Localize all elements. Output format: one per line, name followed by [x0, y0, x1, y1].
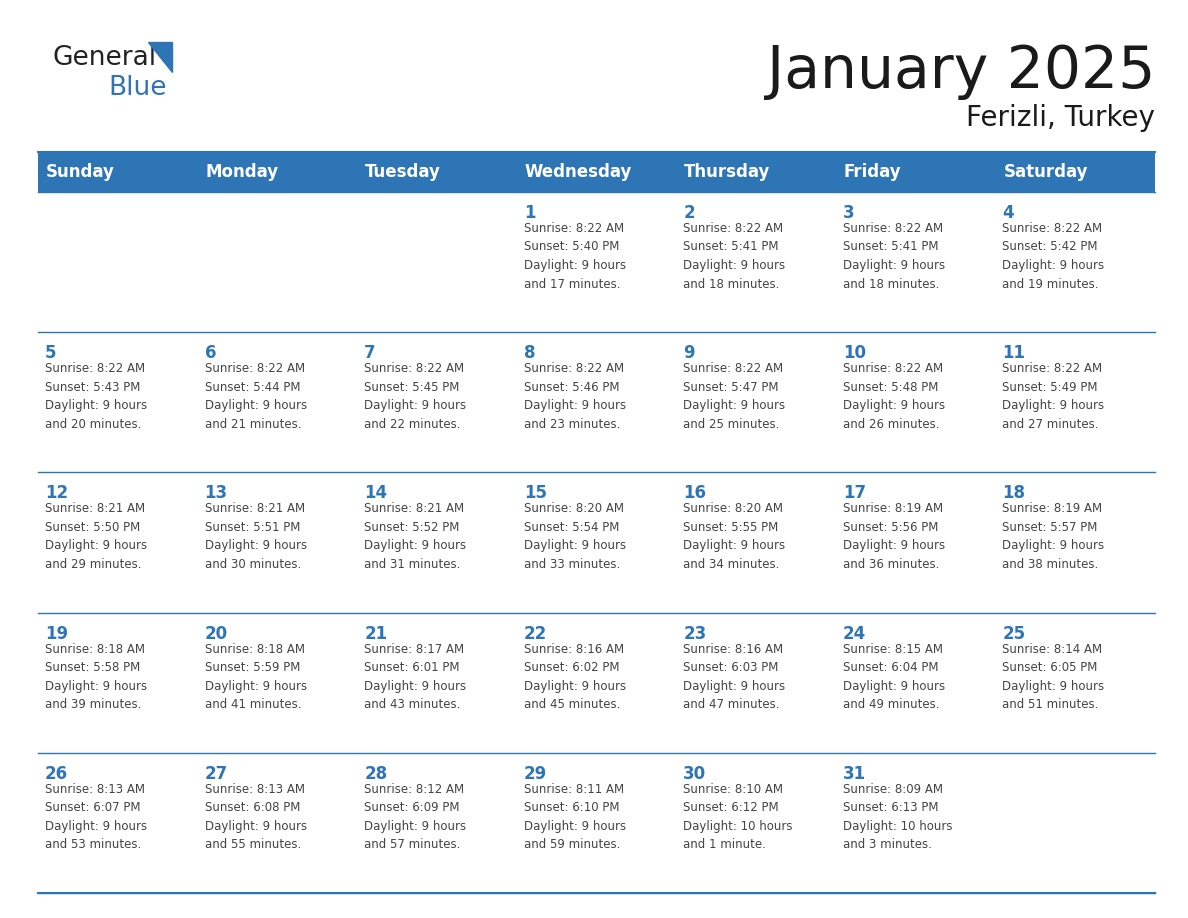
- Text: Sunday: Sunday: [46, 163, 115, 181]
- Text: 27: 27: [204, 765, 228, 783]
- Text: 19: 19: [45, 624, 68, 643]
- Text: Sunrise: 8:13 AM
Sunset: 6:07 PM
Daylight: 9 hours
and 53 minutes.: Sunrise: 8:13 AM Sunset: 6:07 PM Dayligh…: [45, 783, 147, 851]
- Text: Sunrise: 8:22 AM
Sunset: 5:41 PM
Daylight: 9 hours
and 18 minutes.: Sunrise: 8:22 AM Sunset: 5:41 PM Dayligh…: [842, 222, 944, 290]
- Text: Sunrise: 8:19 AM
Sunset: 5:56 PM
Daylight: 9 hours
and 36 minutes.: Sunrise: 8:19 AM Sunset: 5:56 PM Dayligh…: [842, 502, 944, 571]
- Text: Sunrise: 8:12 AM
Sunset: 6:09 PM
Daylight: 9 hours
and 57 minutes.: Sunrise: 8:12 AM Sunset: 6:09 PM Dayligh…: [365, 783, 466, 851]
- Text: Saturday: Saturday: [1004, 163, 1088, 181]
- Text: Sunrise: 8:16 AM
Sunset: 6:02 PM
Daylight: 9 hours
and 45 minutes.: Sunrise: 8:16 AM Sunset: 6:02 PM Dayligh…: [524, 643, 626, 711]
- Text: 10: 10: [842, 344, 866, 363]
- Text: 20: 20: [204, 624, 228, 643]
- Text: Sunrise: 8:19 AM
Sunset: 5:57 PM
Daylight: 9 hours
and 38 minutes.: Sunrise: 8:19 AM Sunset: 5:57 PM Dayligh…: [1003, 502, 1105, 571]
- Text: Sunrise: 8:21 AM
Sunset: 5:51 PM
Daylight: 9 hours
and 30 minutes.: Sunrise: 8:21 AM Sunset: 5:51 PM Dayligh…: [204, 502, 307, 571]
- Text: 6: 6: [204, 344, 216, 363]
- Text: Sunrise: 8:22 AM
Sunset: 5:46 PM
Daylight: 9 hours
and 23 minutes.: Sunrise: 8:22 AM Sunset: 5:46 PM Dayligh…: [524, 363, 626, 431]
- Text: 22: 22: [524, 624, 546, 643]
- Text: 25: 25: [1003, 624, 1025, 643]
- Text: Sunrise: 8:22 AM
Sunset: 5:41 PM
Daylight: 9 hours
and 18 minutes.: Sunrise: 8:22 AM Sunset: 5:41 PM Dayligh…: [683, 222, 785, 290]
- Text: 21: 21: [365, 624, 387, 643]
- Text: 29: 29: [524, 765, 546, 783]
- Text: Sunrise: 8:15 AM
Sunset: 6:04 PM
Daylight: 9 hours
and 49 minutes.: Sunrise: 8:15 AM Sunset: 6:04 PM Dayligh…: [842, 643, 944, 711]
- Text: 24: 24: [842, 624, 866, 643]
- Text: 13: 13: [204, 485, 228, 502]
- Text: 2: 2: [683, 204, 695, 222]
- Polygon shape: [148, 42, 172, 72]
- Text: Sunrise: 8:18 AM
Sunset: 5:59 PM
Daylight: 9 hours
and 41 minutes.: Sunrise: 8:18 AM Sunset: 5:59 PM Dayligh…: [204, 643, 307, 711]
- Text: Wednesday: Wednesday: [525, 163, 632, 181]
- Text: 11: 11: [1003, 344, 1025, 363]
- Text: Sunrise: 8:21 AM
Sunset: 5:52 PM
Daylight: 9 hours
and 31 minutes.: Sunrise: 8:21 AM Sunset: 5:52 PM Dayligh…: [365, 502, 466, 571]
- Text: Friday: Friday: [843, 163, 902, 181]
- Text: Sunrise: 8:18 AM
Sunset: 5:58 PM
Daylight: 9 hours
and 39 minutes.: Sunrise: 8:18 AM Sunset: 5:58 PM Dayligh…: [45, 643, 147, 711]
- Text: 17: 17: [842, 485, 866, 502]
- Text: Sunrise: 8:22 AM
Sunset: 5:48 PM
Daylight: 9 hours
and 26 minutes.: Sunrise: 8:22 AM Sunset: 5:48 PM Dayligh…: [842, 363, 944, 431]
- Bar: [38, 152, 1155, 192]
- Text: 31: 31: [842, 765, 866, 783]
- Text: 9: 9: [683, 344, 695, 363]
- Text: 4: 4: [1003, 204, 1015, 222]
- Text: Blue: Blue: [108, 75, 166, 101]
- Text: Sunrise: 8:17 AM
Sunset: 6:01 PM
Daylight: 9 hours
and 43 minutes.: Sunrise: 8:17 AM Sunset: 6:01 PM Dayligh…: [365, 643, 466, 711]
- Text: 16: 16: [683, 485, 707, 502]
- Text: 15: 15: [524, 485, 546, 502]
- Text: January 2025: January 2025: [766, 43, 1155, 100]
- Text: Sunrise: 8:16 AM
Sunset: 6:03 PM
Daylight: 9 hours
and 47 minutes.: Sunrise: 8:16 AM Sunset: 6:03 PM Dayligh…: [683, 643, 785, 711]
- Text: Sunrise: 8:20 AM
Sunset: 5:55 PM
Daylight: 9 hours
and 34 minutes.: Sunrise: 8:20 AM Sunset: 5:55 PM Dayligh…: [683, 502, 785, 571]
- Text: Tuesday: Tuesday: [365, 163, 441, 181]
- Text: Sunrise: 8:14 AM
Sunset: 6:05 PM
Daylight: 9 hours
and 51 minutes.: Sunrise: 8:14 AM Sunset: 6:05 PM Dayligh…: [1003, 643, 1105, 711]
- Text: 5: 5: [45, 344, 57, 363]
- Text: Sunrise: 8:10 AM
Sunset: 6:12 PM
Daylight: 10 hours
and 1 minute.: Sunrise: 8:10 AM Sunset: 6:12 PM Dayligh…: [683, 783, 792, 851]
- Text: 8: 8: [524, 344, 536, 363]
- Text: Sunrise: 8:09 AM
Sunset: 6:13 PM
Daylight: 10 hours
and 3 minutes.: Sunrise: 8:09 AM Sunset: 6:13 PM Dayligh…: [842, 783, 953, 851]
- Text: Sunrise: 8:22 AM
Sunset: 5:43 PM
Daylight: 9 hours
and 20 minutes.: Sunrise: 8:22 AM Sunset: 5:43 PM Dayligh…: [45, 363, 147, 431]
- Text: 23: 23: [683, 624, 707, 643]
- Text: Ferizli, Turkey: Ferizli, Turkey: [966, 104, 1155, 132]
- Text: 14: 14: [365, 485, 387, 502]
- Text: Sunrise: 8:20 AM
Sunset: 5:54 PM
Daylight: 9 hours
and 33 minutes.: Sunrise: 8:20 AM Sunset: 5:54 PM Dayligh…: [524, 502, 626, 571]
- Text: 1: 1: [524, 204, 536, 222]
- Text: Sunrise: 8:22 AM
Sunset: 5:49 PM
Daylight: 9 hours
and 27 minutes.: Sunrise: 8:22 AM Sunset: 5:49 PM Dayligh…: [1003, 363, 1105, 431]
- Text: 30: 30: [683, 765, 707, 783]
- Text: General: General: [52, 45, 156, 71]
- Text: Sunrise: 8:22 AM
Sunset: 5:47 PM
Daylight: 9 hours
and 25 minutes.: Sunrise: 8:22 AM Sunset: 5:47 PM Dayligh…: [683, 363, 785, 431]
- Text: Sunrise: 8:22 AM
Sunset: 5:44 PM
Daylight: 9 hours
and 21 minutes.: Sunrise: 8:22 AM Sunset: 5:44 PM Dayligh…: [204, 363, 307, 431]
- Text: 3: 3: [842, 204, 854, 222]
- Text: Sunrise: 8:22 AM
Sunset: 5:45 PM
Daylight: 9 hours
and 22 minutes.: Sunrise: 8:22 AM Sunset: 5:45 PM Dayligh…: [365, 363, 466, 431]
- Text: 7: 7: [365, 344, 375, 363]
- Text: Sunrise: 8:13 AM
Sunset: 6:08 PM
Daylight: 9 hours
and 55 minutes.: Sunrise: 8:13 AM Sunset: 6:08 PM Dayligh…: [204, 783, 307, 851]
- Text: Monday: Monday: [206, 163, 279, 181]
- Text: 12: 12: [45, 485, 68, 502]
- Text: Sunrise: 8:22 AM
Sunset: 5:40 PM
Daylight: 9 hours
and 17 minutes.: Sunrise: 8:22 AM Sunset: 5:40 PM Dayligh…: [524, 222, 626, 290]
- Text: 26: 26: [45, 765, 68, 783]
- Text: Thursday: Thursday: [684, 163, 771, 181]
- Text: Sunrise: 8:21 AM
Sunset: 5:50 PM
Daylight: 9 hours
and 29 minutes.: Sunrise: 8:21 AM Sunset: 5:50 PM Dayligh…: [45, 502, 147, 571]
- Text: 28: 28: [365, 765, 387, 783]
- Text: 18: 18: [1003, 485, 1025, 502]
- Text: Sunrise: 8:22 AM
Sunset: 5:42 PM
Daylight: 9 hours
and 19 minutes.: Sunrise: 8:22 AM Sunset: 5:42 PM Dayligh…: [1003, 222, 1105, 290]
- Text: Sunrise: 8:11 AM
Sunset: 6:10 PM
Daylight: 9 hours
and 59 minutes.: Sunrise: 8:11 AM Sunset: 6:10 PM Dayligh…: [524, 783, 626, 851]
